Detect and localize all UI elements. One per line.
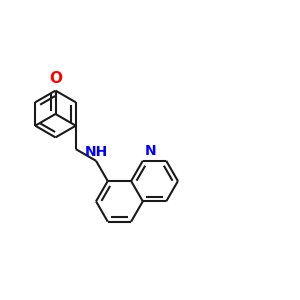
Text: N: N bbox=[144, 144, 156, 158]
Text: O: O bbox=[49, 71, 62, 86]
Text: NH: NH bbox=[84, 145, 108, 159]
